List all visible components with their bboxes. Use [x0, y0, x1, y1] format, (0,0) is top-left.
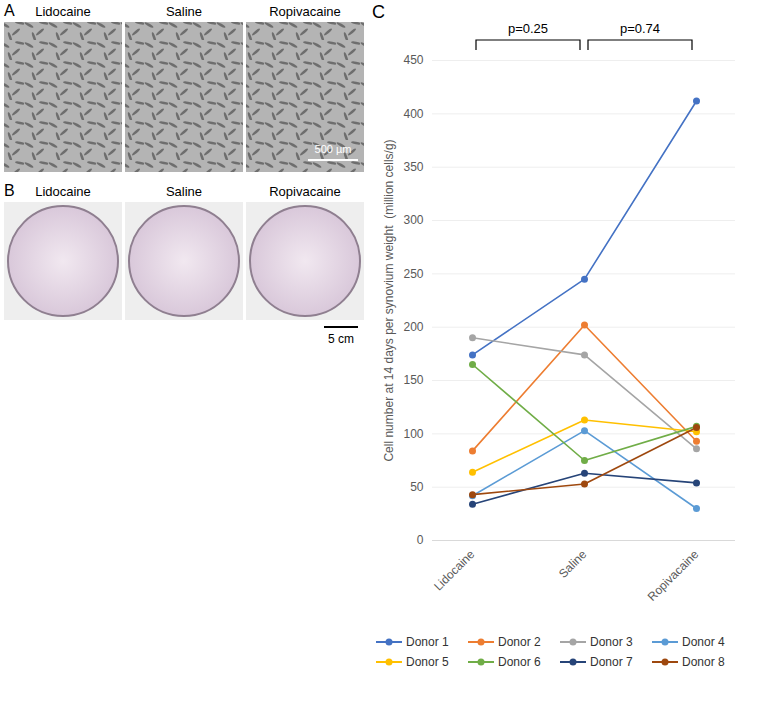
html-text:C: C: [372, 2, 385, 22]
html-text:Donor 6: Donor 6: [498, 655, 541, 669]
svg-text:400: 400: [403, 107, 423, 121]
html-text:Donor 1: Donor 1: [406, 635, 449, 649]
html-text:Donor 5: Donor 5: [406, 655, 449, 669]
html-text:Donor 2: Donor 2: [498, 635, 541, 649]
html-text:Donor 8: Donor 8: [682, 655, 725, 669]
html-text:Donor 3: Donor 3: [590, 635, 633, 649]
svg-text:p=0.74: p=0.74: [620, 21, 660, 36]
svg-text:Lidocaine: Lidocaine: [35, 4, 91, 19]
svg-text:B: B: [4, 182, 15, 199]
html-text:Donor 4: Donor 4: [682, 635, 725, 649]
svg-text:250: 250: [403, 267, 423, 281]
svg-text:Saline: Saline: [166, 4, 202, 19]
svg-text:300: 300: [403, 213, 423, 227]
svg-text:Cell number at 14 days per syn: Cell number at 14 days per synovium weig…: [382, 139, 396, 461]
svg-text:Ropivacaine: Ropivacaine: [269, 184, 341, 199]
svg-text:Ropivacaine: Ropivacaine: [269, 4, 341, 19]
svg-text:p=0.25: p=0.25: [508, 21, 548, 36]
svg-text:5 cm: 5 cm: [328, 332, 354, 346]
svg-text:200: 200: [403, 320, 423, 334]
svg-text:150: 150: [403, 373, 423, 387]
svg-text:450: 450: [403, 53, 423, 67]
svg-text:Ropivacaine: Ropivacaine: [645, 547, 702, 604]
svg-text:Saline: Saline: [556, 547, 590, 581]
svg-text:0: 0: [417, 533, 424, 547]
svg-text:350: 350: [403, 160, 423, 174]
svg-text:100: 100: [403, 427, 423, 441]
svg-text:Saline: Saline: [166, 184, 202, 199]
svg-text:Lidocaine: Lidocaine: [35, 184, 91, 199]
svg-text:A: A: [4, 2, 15, 19]
svg-text:500 µm: 500 µm: [315, 143, 352, 155]
svg-text:50: 50: [410, 480, 424, 494]
svg-text:Lidocaine: Lidocaine: [431, 547, 477, 593]
html-text:Donor 7: Donor 7: [590, 655, 633, 669]
